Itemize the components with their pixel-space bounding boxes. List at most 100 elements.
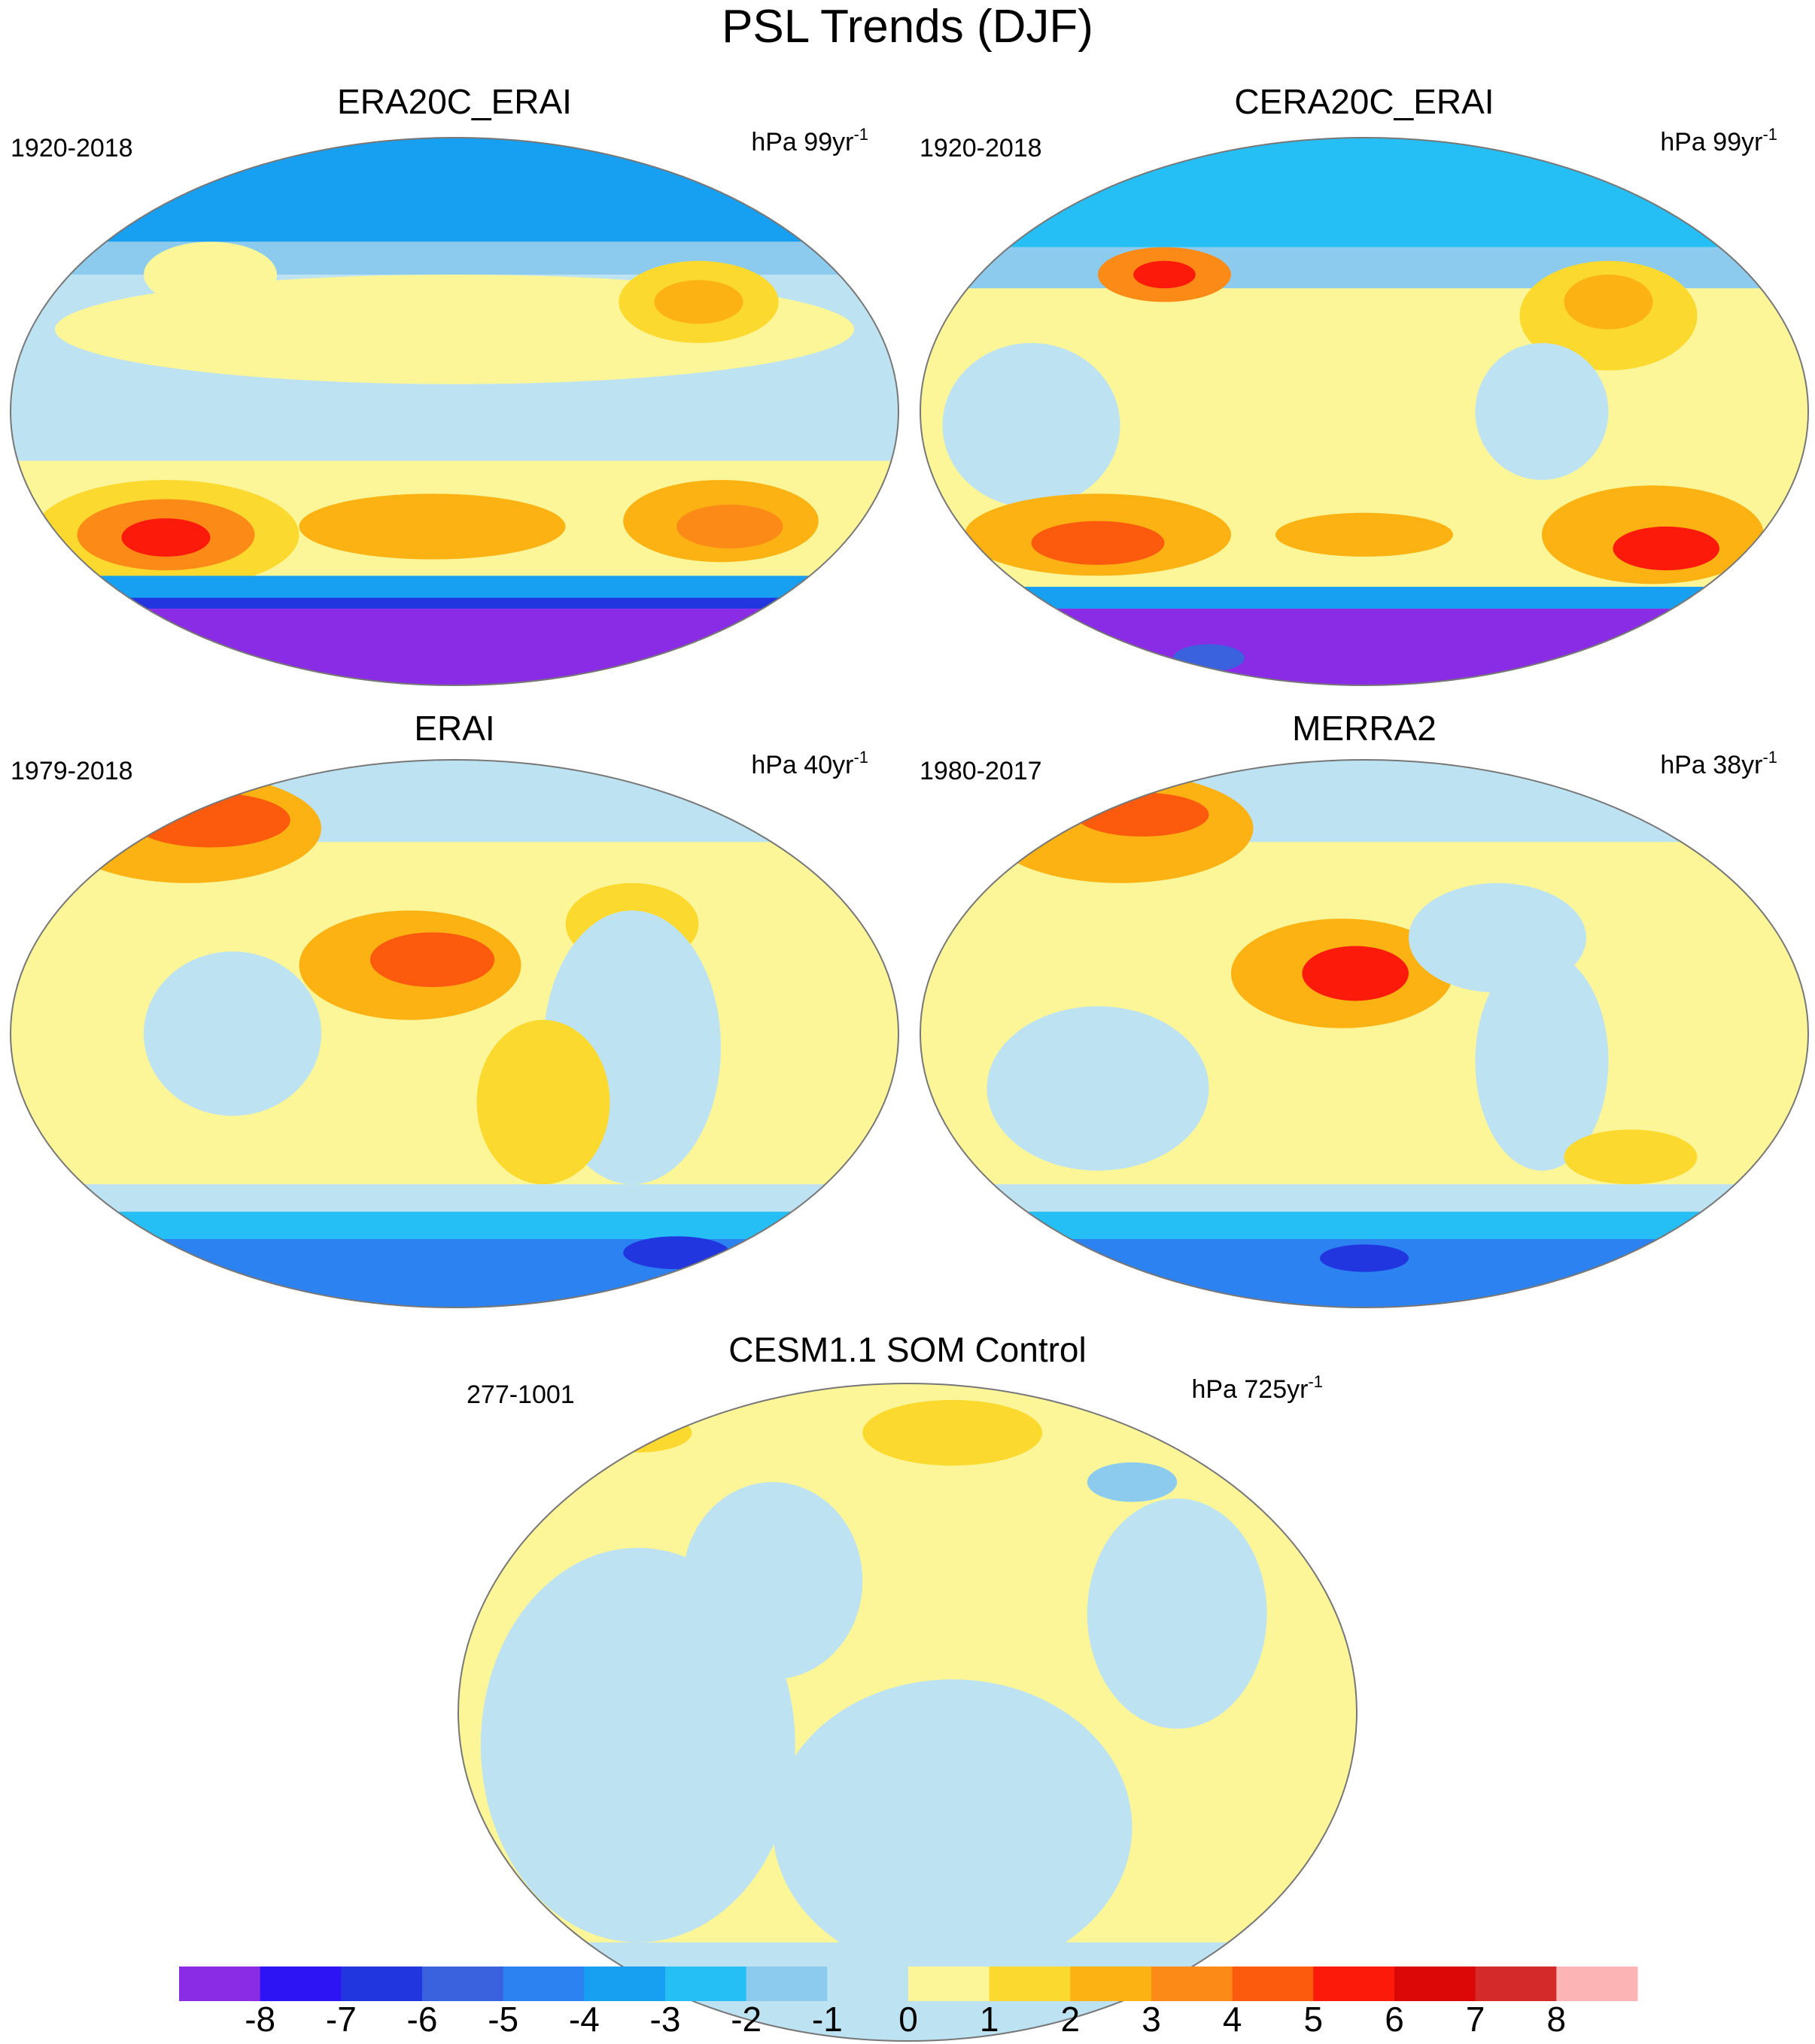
map-field [942,343,1120,508]
colorbar-label: 0 [898,2000,918,2039]
map-field [1133,260,1196,289]
units-exponent: -1 [853,125,868,144]
map-field [121,518,211,557]
map-field [299,494,566,560]
map-outline [458,1383,1357,2042]
colorbar-box [665,1967,747,2001]
figure-title: PSL Trends (DJF) [722,1,1093,53]
panel-title: CERA20C_ERAI [1234,82,1494,121]
units-exponent: -1 [1762,125,1777,144]
map-outline [920,137,1809,686]
colorbar-box [989,1967,1071,2001]
map-field [11,576,898,598]
map-field [1275,512,1453,557]
panel-units: hPa 725yr-1 [1191,1372,1323,1404]
map-field [862,1399,1043,1466]
colorbar-label: -2 [731,2000,762,2039]
map-field [11,597,898,609]
colorbar-label: 4 [1223,2000,1242,2039]
panel-period: 1920-2018 [920,134,1042,162]
colorbar-box [422,1967,504,2001]
map-field [1075,792,1209,837]
colorbar-label: -7 [326,2000,357,2039]
map-field [920,1184,1808,1212]
colorbar-label: -3 [650,2000,681,2039]
colorbar-label: -6 [407,2000,438,2039]
map-field [11,1211,898,1239]
map-field [1564,275,1653,330]
map-field [987,1006,1209,1171]
map-field [1475,951,1609,1171]
colorbar-box [1556,1967,1638,2001]
colorbar-label: 7 [1466,2000,1485,2039]
map-field [11,609,898,685]
panel-title: MERRA2 [1292,709,1436,748]
panel-title: ERA20C_ERAI [337,82,572,121]
colorbar-label: 1 [980,2000,999,2039]
panel-units: hPa 38yr-1 [1660,748,1777,779]
colorbar-box [1313,1967,1395,2001]
colorbar-label: 2 [1061,2000,1081,2039]
map-field [1564,1129,1698,1185]
map-panel [920,138,1808,685]
map-field [144,241,277,308]
map-field [11,1239,898,1307]
map-panel [458,1383,1357,2041]
colorbar-box [1475,1967,1557,2001]
colorbar-box [1232,1967,1314,2001]
map-field [130,792,290,848]
colorbar-label: 3 [1142,2000,1161,2039]
units-text: hPa 38yr [1660,751,1762,779]
map-field [144,951,321,1116]
colorbar-box [260,1967,342,2001]
map-field [11,1184,898,1212]
map-field [1302,946,1409,1001]
map-field [654,280,743,324]
panel-title: CESM1.1 SOM Control [728,1330,1086,1369]
colorbar-label: 8 [1547,2000,1567,2039]
panel-title: ERAI [414,709,494,748]
map-field [623,1236,730,1270]
panel-period: 1979-2018 [11,757,133,785]
colorbar-label: -8 [245,2000,275,2039]
map-outline [10,137,899,686]
map-field [1475,343,1609,480]
panel-period: 1920-2018 [11,134,133,162]
map-panel [11,138,898,685]
map-field [1613,526,1719,571]
colorbar-box [503,1967,585,2001]
units-exponent: -1 [1762,748,1777,767]
map-field [1031,521,1165,565]
map-field [676,504,783,548]
map-field [920,609,1808,685]
map-field [1087,1462,1178,1502]
colorbar-box [1151,1967,1233,2001]
map-field [369,932,495,988]
colorbar-box [179,1967,261,2001]
panel-period: 277-1001 [467,1380,575,1409]
colorbar-label: -5 [488,2000,518,2039]
colorbar-label: -4 [569,2000,600,2039]
panel-units: hPa 40yr-1 [751,748,868,779]
map-field [683,1482,863,1680]
map-field [476,1019,610,1185]
units-exponent: -1 [1308,1372,1323,1391]
panel-units: hPa 99yr-1 [751,125,868,156]
colorbar-box [1070,1967,1152,2001]
map-outline [920,759,1809,1308]
map-field [920,586,1808,609]
panel-period: 1980-2017 [920,757,1042,785]
units-text: hPa 40yr [751,751,853,779]
colorbar-label: 5 [1304,2000,1324,2039]
map-field [1320,1244,1409,1272]
units-text: hPa 725yr [1191,1375,1308,1404]
map-field [920,1211,1808,1239]
map-panel [11,760,898,1307]
units-text: hPa 99yr [751,128,853,156]
colorbar-box [1394,1967,1476,2001]
map-outline [10,759,899,1308]
units-text: hPa 99yr [1660,128,1762,156]
units-exponent: -1 [853,748,868,767]
colorbar-label: 6 [1385,2000,1404,2039]
